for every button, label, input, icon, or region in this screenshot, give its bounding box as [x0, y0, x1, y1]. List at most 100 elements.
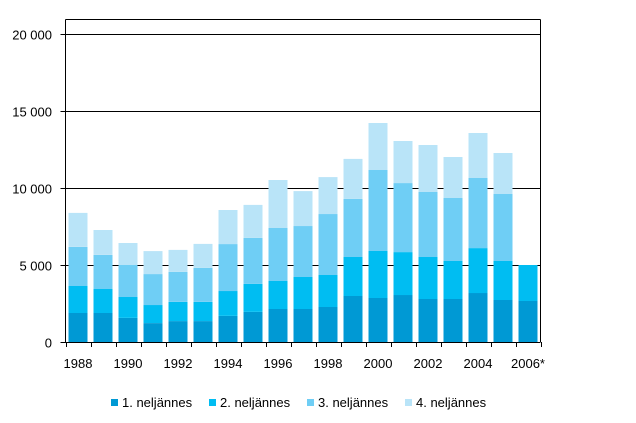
bar-2002-q2 [418, 257, 438, 299]
bars [68, 123, 538, 342]
bar-2002-q3 [418, 192, 438, 257]
x-tick-label-1990: 1990 [114, 356, 143, 371]
bar-1993-q3 [193, 267, 213, 302]
bar-1988-q2 [68, 285, 88, 313]
bar-2001-q3 [393, 183, 413, 253]
legend-label-q2: 2. neljännes [220, 394, 291, 410]
y-tick-label-0: 0 [45, 336, 52, 351]
y-tick-label-10000: 10 000 [12, 182, 52, 197]
bar-1993-q1 [193, 321, 213, 342]
bar-1990-q4 [118, 243, 138, 265]
bar-2000-q3 [368, 170, 388, 251]
bar-1989-q2 [93, 289, 113, 313]
bar-1989-q3 [93, 255, 113, 289]
bar-2000-q2 [368, 251, 388, 298]
legend-swatch-q4 [405, 398, 412, 406]
bar-1991-q3 [143, 274, 163, 306]
bar-1994-q2 [218, 291, 238, 316]
bar-1991-q2 [143, 305, 163, 323]
legend-label-q1: 1. neljännes [122, 394, 193, 410]
bar-2005-q4 [493, 153, 513, 194]
bar-2003-q4 [443, 157, 463, 198]
bar-2000-q4 [368, 123, 388, 170]
bar-1996-q1 [268, 309, 288, 342]
bar-2006-q2 [518, 265, 538, 301]
bar-1992-q3 [168, 271, 188, 302]
bar-2001-q4 [393, 141, 413, 183]
x-tick-label-1998: 1998 [314, 356, 343, 371]
bar-1992-q1 [168, 321, 188, 342]
x-tick-label-1988: 1988 [64, 356, 93, 371]
bar-1995-q4 [243, 204, 263, 238]
bar-1998-q2 [318, 275, 338, 307]
bar-1997-q1 [293, 309, 313, 342]
bar-2005-q2 [493, 261, 513, 300]
x-tick-label-2000: 2000 [364, 356, 393, 371]
x-tick-label-2004: 2004 [464, 356, 493, 371]
bar-2003-q3 [443, 198, 463, 261]
bar-2004-q1 [468, 293, 488, 342]
bar-1988-q4 [68, 212, 88, 247]
bar-1989-q1 [93, 313, 113, 342]
bar-1993-q4 [193, 243, 213, 268]
bar-1997-q2 [293, 277, 313, 309]
bar-1994-q4 [218, 210, 238, 244]
legend-label-q3: 3. neljännes [318, 394, 389, 410]
legend-swatch-q1 [111, 398, 118, 406]
bar-1999-q4 [343, 158, 363, 199]
bar-1992-q4 [168, 249, 188, 272]
bar-1989-q4 [93, 230, 113, 255]
bar-2004-q3 [468, 178, 488, 249]
bar-1994-q3 [218, 244, 238, 292]
bar-2003-q2 [443, 261, 463, 299]
x-axis-ticks: 1988 1990 1992 1994 1996 1998 2000 2002 2004 2006… [64, 342, 545, 371]
bar-2005-q1 [493, 300, 513, 342]
bar-1999-q1 [343, 296, 363, 342]
bar-1990-q3 [118, 265, 138, 297]
bar-1998-q1 [318, 307, 338, 342]
bar-2002-q1 [418, 299, 438, 342]
bar-1998-q3 [318, 214, 338, 275]
bar-2004-q4 [468, 133, 488, 178]
y-tick-label-20000: 20 000 [12, 28, 52, 43]
bar-2001-q1 [393, 295, 413, 342]
bar-1999-q3 [343, 198, 363, 257]
legend-item-q2: 2. neljännes [209, 392, 290, 412]
bar-2000-q1 [368, 298, 388, 342]
bar-1988-q3 [68, 247, 88, 286]
bar-1991-q4 [143, 251, 163, 274]
x-tick-label-2006: 2006* [511, 356, 545, 371]
bar-1996-q3 [268, 228, 288, 281]
bar-1995-q1 [243, 312, 263, 342]
x-tick-label-1992: 1992 [164, 356, 193, 371]
legend-label-q4: 4. neljännes [416, 394, 487, 410]
legend-item-q1: 1. neljännes [111, 392, 192, 412]
x-tick-label-2002: 2002 [414, 356, 443, 371]
bar-1990-q1 [118, 318, 138, 342]
bar-1995-q3 [243, 237, 263, 284]
x-tick-label-1994: 1994 [214, 356, 243, 371]
legend-item-q3: 3. neljännes [307, 392, 388, 412]
bar-2005-q3 [493, 194, 513, 261]
legend: 1. neljännes 2. neljännes 3. neljännes 4… [0, 392, 636, 412]
bar-2002-q4 [418, 145, 438, 192]
legend-item-q4: 4. neljännes [405, 392, 486, 412]
legend-swatch-q2 [209, 398, 216, 406]
bar-2001-q2 [393, 252, 413, 296]
bar-1991-q1 [143, 323, 163, 342]
x-tick-label-1996: 1996 [264, 356, 293, 371]
bar-2006-q1 [518, 301, 538, 342]
bar-1997-q4 [293, 191, 313, 227]
bar-1990-q2 [118, 297, 138, 318]
bar-1992-q2 [168, 302, 188, 322]
bar-1996-q2 [268, 281, 288, 309]
y-tick-label-5000: 5 000 [19, 259, 52, 274]
bar-1994-q1 [218, 316, 238, 342]
bar-1997-q3 [293, 226, 313, 277]
legend-swatch-q3 [307, 398, 314, 406]
bar-1999-q2 [343, 257, 363, 296]
bar-2004-q2 [468, 248, 488, 294]
bar-1988-q1 [68, 313, 88, 342]
y-tick-label-15000: 15 000 [12, 105, 52, 120]
